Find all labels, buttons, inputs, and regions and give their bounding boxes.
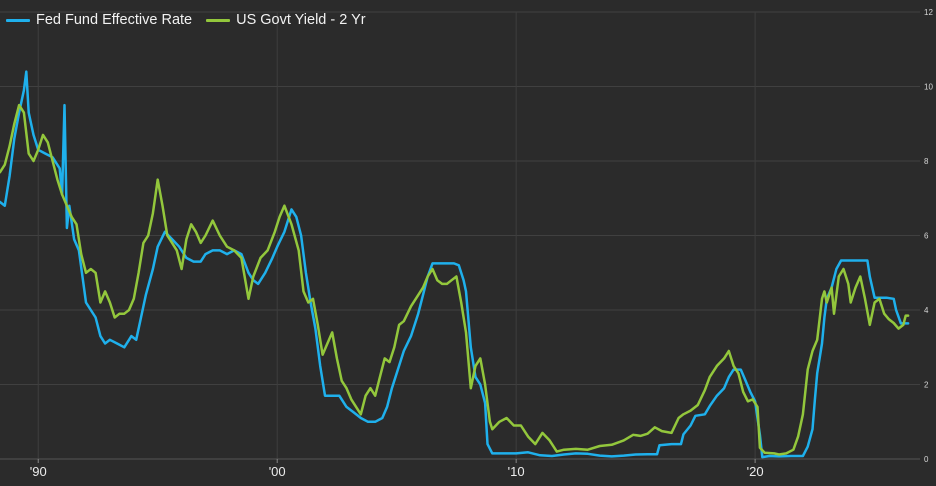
- x-tick-label: '00: [269, 464, 286, 479]
- x-tick-label: '10: [508, 464, 525, 479]
- series-line-us-govt-yield-2-yr[interactable]: [0, 103, 910, 456]
- y-axis-ticks: 0 2 4 6 8 10 12: [924, 8, 933, 464]
- y-tick-label: 2: [924, 381, 929, 390]
- legend-label-fed-funds: Fed Fund Effective Rate: [36, 12, 193, 28]
- x-tick-label: '20: [747, 464, 764, 479]
- gridlines: [0, 11, 920, 460]
- series-lines: [0, 70, 910, 459]
- legend-item-fed-funds[interactable]: Fed Fund Effective Rate: [6, 12, 192, 28]
- x-axis-ticks: '90 '00 '10 '20: [30, 459, 764, 479]
- y-tick-label: 4: [924, 306, 929, 315]
- legend-swatch-fed-funds: [6, 18, 30, 22]
- legend: Fed Fund Effective Rate US Govt Yield - …: [6, 12, 380, 28]
- x-tick-label: '90: [30, 464, 47, 479]
- legend-item-2yr-yield[interactable]: US Govt Yield - 2 Yr: [206, 12, 366, 28]
- legend-label-2yr-yield: US Govt Yield - 2 Yr: [236, 12, 366, 28]
- y-tick-label: 0: [924, 455, 929, 464]
- series-line-fed-fund-effective-rate[interactable]: [0, 70, 910, 459]
- y-tick-label: 10: [924, 83, 933, 92]
- y-tick-label: 12: [924, 8, 933, 17]
- legend-swatch-2yr-yield: [206, 18, 231, 22]
- y-tick-label: 6: [924, 232, 929, 241]
- y-tick-label: 8: [924, 157, 929, 166]
